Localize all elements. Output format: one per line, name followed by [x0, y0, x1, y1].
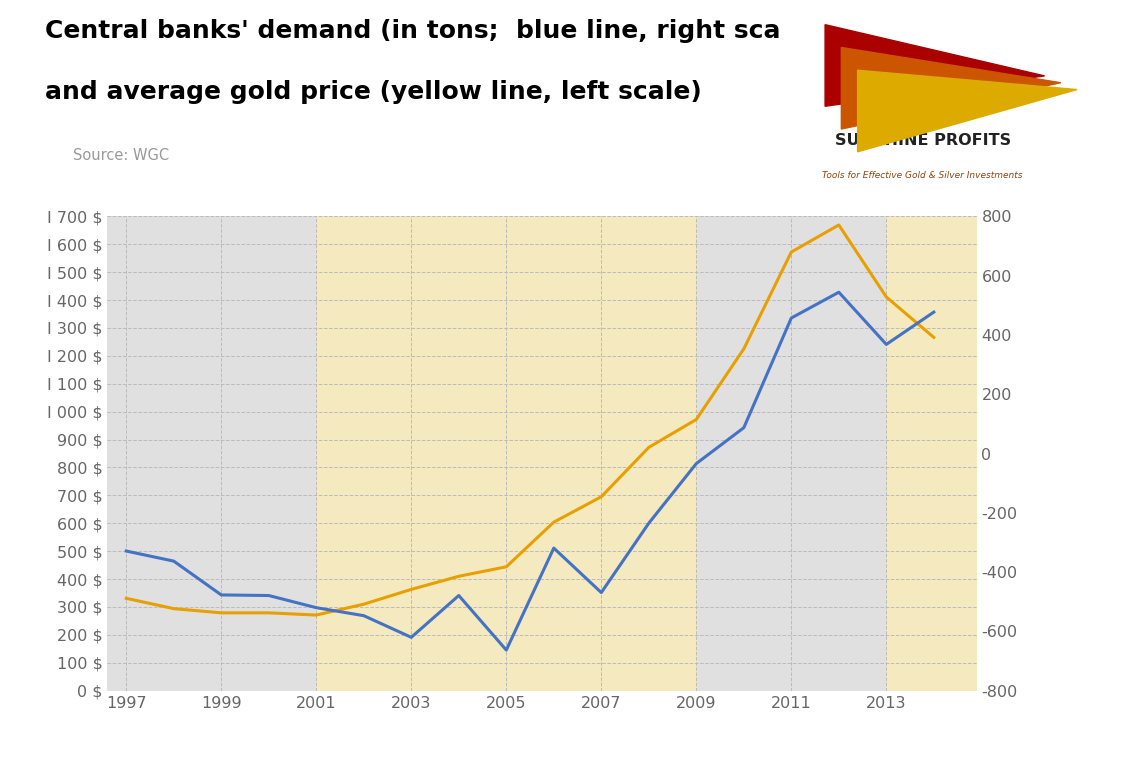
Bar: [886, 216, 977, 691]
Polygon shape: [858, 71, 1077, 152]
Text: SUNSHINE PROFITS: SUNSHINE PROFITS: [834, 133, 1010, 148]
Polygon shape: [825, 24, 1044, 106]
Text: Source: WGC: Source: WGC: [73, 148, 169, 163]
Text: Central banks' demand (in tons;  blue line, right sca: Central banks' demand (in tons; blue lin…: [45, 19, 780, 43]
Bar: [316, 216, 697, 691]
Text: Tools for Effective Gold & Silver Investments: Tools for Effective Gold & Silver Invest…: [822, 171, 1023, 180]
Polygon shape: [841, 48, 1061, 129]
Text: and average gold price (yellow line, left scale): and average gold price (yellow line, lef…: [45, 80, 702, 104]
